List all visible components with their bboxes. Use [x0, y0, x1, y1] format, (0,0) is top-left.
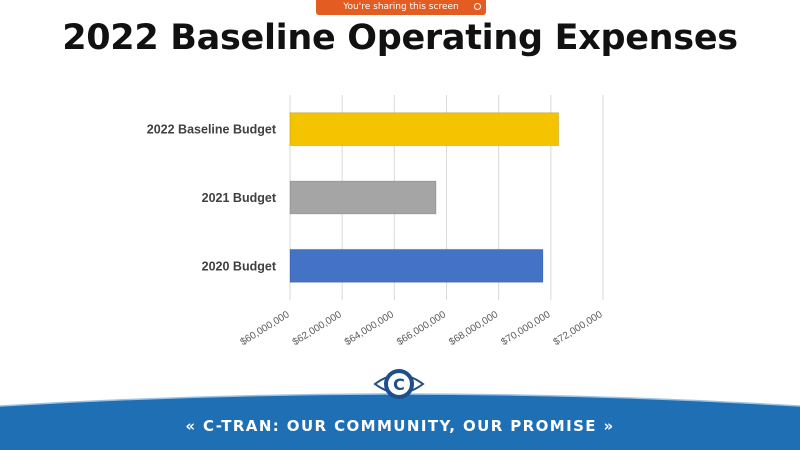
bar-2020-budget: [289, 248, 544, 283]
x-tick-label: $68,000,000: [447, 309, 500, 348]
svg-text:C: C: [393, 375, 405, 394]
x-tick-label: $70,000,000: [499, 309, 552, 348]
x-tick-label: $72,000,000: [552, 309, 605, 348]
x-tick-label: $66,000,000: [395, 309, 448, 348]
footer-slogan: « C-TRAN: OUR COMMUNITY, OUR PROMISE »: [185, 417, 615, 435]
screen-sharing-banner: You're sharing this screen: [316, 0, 486, 15]
category-label: 2021 Budget: [202, 191, 277, 205]
x-tick-label: $60,000,000: [239, 309, 292, 348]
category-label: 2022 Baseline Budget: [147, 123, 277, 137]
expenses-bar-chart: 2022 Baseline Budget 2021 Budget 2020 Budg…: [147, 95, 605, 348]
x-tick-label: $64,000,000: [343, 309, 396, 348]
x-tick-label: $62,000,000: [291, 309, 344, 348]
slide-title: 2022 Baseline Operating Expenses: [62, 18, 738, 58]
category-label: 2020 Budget: [202, 259, 277, 273]
bar-2022-baseline-budget: [289, 112, 560, 147]
sharing-options-icon[interactable]: [474, 3, 481, 10]
bar-2021-budget: [289, 180, 437, 215]
screen-sharing-text: You're sharing this screen: [343, 2, 459, 12]
c-tran-logo: C: [373, 369, 425, 399]
